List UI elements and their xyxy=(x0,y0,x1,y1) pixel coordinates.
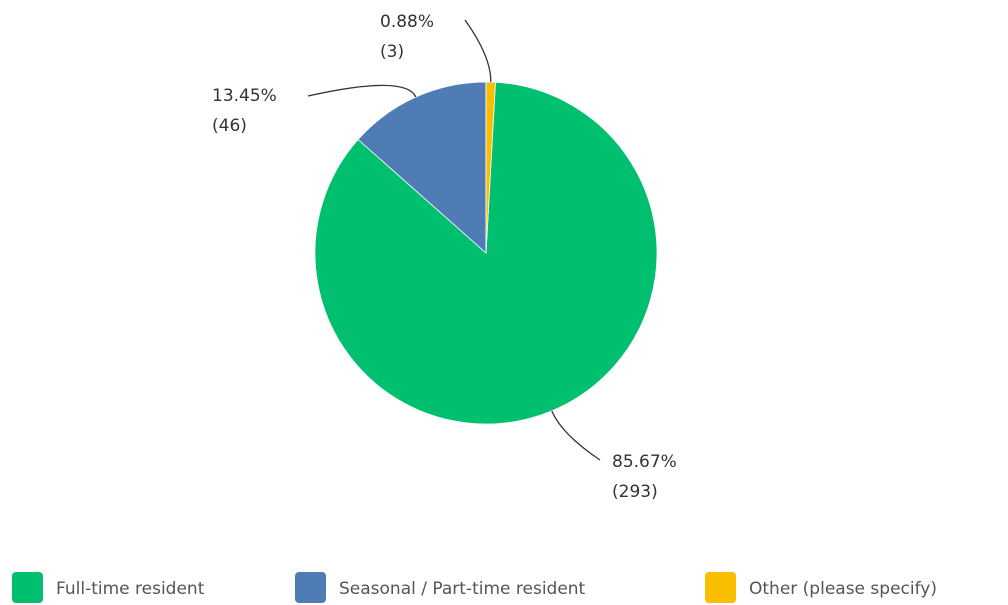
data-label-count: (46) xyxy=(212,116,247,136)
legend-label: Other (please specify) xyxy=(749,579,937,599)
data-label-count: (3) xyxy=(380,42,404,62)
legend-swatch xyxy=(295,572,326,603)
leader-line xyxy=(464,19,492,83)
leader-line xyxy=(551,410,601,461)
data-label-count: (293) xyxy=(612,482,658,502)
legend-label: Seasonal / Part-time resident xyxy=(339,579,586,599)
legend-label: Full-time resident xyxy=(56,579,205,599)
data-label: 0.88% xyxy=(380,12,434,32)
legend-swatch xyxy=(12,572,43,603)
legend-swatch xyxy=(705,572,736,603)
data-label: 85.67% xyxy=(612,452,677,472)
leader-line xyxy=(307,84,417,98)
data-label: 13.45% xyxy=(212,86,277,106)
